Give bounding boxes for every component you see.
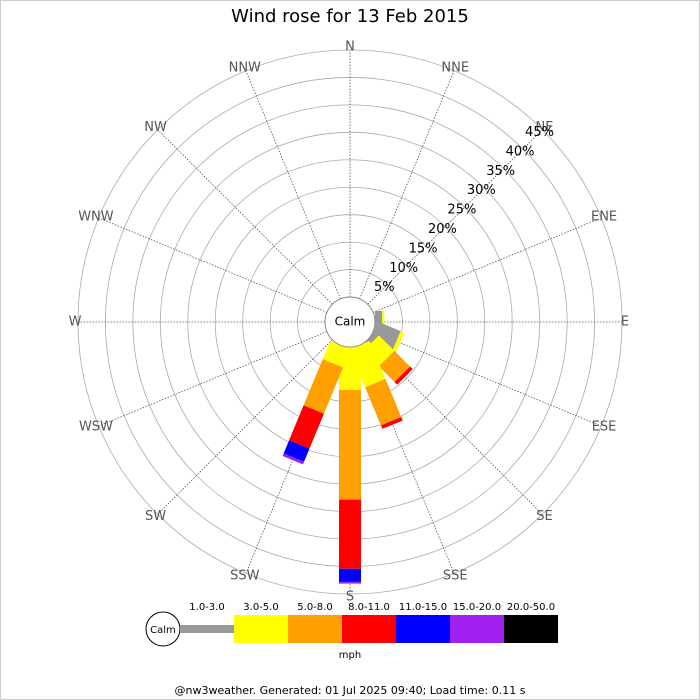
legend-label: 15.0-20.0 [453,602,501,613]
ring-label: 45% [525,125,554,140]
calm-label: Calm [335,315,366,329]
spoke [245,70,341,300]
bar-segment [339,499,361,569]
bar-segment [303,359,344,414]
bar-segment [283,440,310,462]
spoke [98,331,328,427]
ring-label: 15% [409,241,438,256]
spoke [359,70,455,300]
spoke [98,217,328,313]
legend-swatch [288,615,342,643]
direction-label: WNW [78,209,114,224]
ring-label: 25% [447,203,476,218]
legend-swatch [504,615,558,643]
direction-label: E [621,315,629,330]
direction-label: ESE [592,420,617,435]
legend-swatch [450,615,504,643]
legend-calm-label: Calm [150,625,176,636]
direction-label: NE [535,120,553,135]
spoke [367,129,543,305]
spoke [359,344,455,574]
footer: @nw3weather. Generated: 01 Jul 2025 09:4… [175,684,526,697]
spoke [372,331,602,427]
bar-segment [282,453,304,465]
ring-label: 30% [467,183,496,198]
direction-label: SSW [230,569,260,584]
direction-label: SSE [443,569,468,584]
direction-label: SW [145,509,166,524]
bar-segment [365,378,402,426]
legend-swatch [180,625,234,633]
legend-swatch [234,615,288,643]
direction-label: NNE [441,60,469,75]
legend-label: 11.0-15.0 [399,602,447,613]
ring-label: 20% [428,222,457,237]
bar-segment [289,405,324,449]
ring-label: 5% [374,280,395,295]
ring-label: 10% [389,261,418,276]
bar-segment [339,581,361,584]
legend-label: 8.0-11.0 [348,602,390,613]
calm-circle [324,296,376,348]
bar-segment [378,350,410,382]
direction-label: WSW [79,420,113,435]
legend-label: 1.0-3.0 [189,602,224,613]
direction-label: NNW [229,60,261,75]
spoke [157,129,333,305]
direction-label: S [346,590,354,605]
direction-label: ENE [591,209,617,224]
bar-segment [380,416,403,429]
unit-label: mph [339,650,361,661]
bar-segment [394,366,413,385]
bar-segment [392,331,405,353]
direction-label: W [69,315,82,330]
legend-swatch [342,615,396,643]
direction-label: SE [536,509,552,524]
bar-segment [339,389,361,500]
direction-label: N [345,40,355,55]
legend-label: 3.0-5.0 [243,602,278,613]
bar-segment [339,568,361,582]
ring-label: 40% [506,144,535,159]
ring-label: 35% [486,164,515,179]
legend-label: 5.0-8.0 [297,602,332,613]
legend-label: 20.0-50.0 [507,602,555,613]
direction-label: NW [144,120,167,135]
spoke [157,339,333,515]
legend-swatch [396,615,450,643]
spoke [372,217,602,313]
spoke [367,339,543,515]
chart-title: Wind rose for 13 Feb 2015 [231,6,469,27]
bar-segment [322,340,351,368]
